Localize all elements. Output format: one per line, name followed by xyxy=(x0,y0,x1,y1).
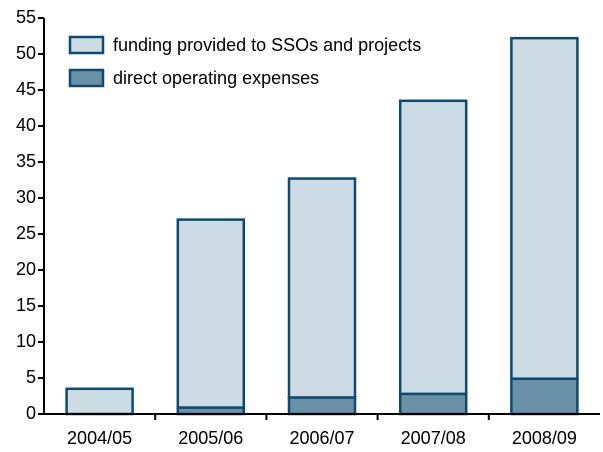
y-tick-label: 20 xyxy=(16,259,36,279)
bar-segment xyxy=(510,36,579,380)
y-tick-label: 30 xyxy=(16,187,36,207)
y-tick-label: 55 xyxy=(16,7,36,27)
x-tick-label: 2005/06 xyxy=(178,428,243,448)
bar-segment xyxy=(65,387,134,416)
x-tick-label: 2006/07 xyxy=(289,428,354,448)
y-tick-label: 5 xyxy=(26,367,36,387)
legend-swatch xyxy=(68,35,105,55)
x-tick-label: 2007/08 xyxy=(401,428,466,448)
bar-segment xyxy=(287,396,357,416)
y-tick-label: 50 xyxy=(16,43,36,63)
y-tick-label: 35 xyxy=(16,151,36,171)
bar-segment xyxy=(176,218,246,409)
y-tick-label: 45 xyxy=(16,79,36,99)
bar-segment xyxy=(398,392,468,416)
legend-label: funding provided to SSOs and projects xyxy=(113,35,421,55)
y-tick-label: 10 xyxy=(16,331,36,351)
bar-segment xyxy=(510,377,579,416)
y-tick-label: 40 xyxy=(16,115,36,135)
y-tick-label: 15 xyxy=(16,295,36,315)
legend-swatch xyxy=(68,68,105,88)
bar-segment xyxy=(287,177,357,399)
x-tick-label: 2004/05 xyxy=(67,428,132,448)
y-tick-label: 25 xyxy=(16,223,36,243)
x-tick-label: 2008/09 xyxy=(512,428,577,448)
legend-label: direct operating expenses xyxy=(113,68,319,88)
y-tick-label: 0 xyxy=(26,403,36,423)
legend: funding provided to SSOs and projects di… xyxy=(68,35,421,88)
bar-segment xyxy=(398,99,468,396)
